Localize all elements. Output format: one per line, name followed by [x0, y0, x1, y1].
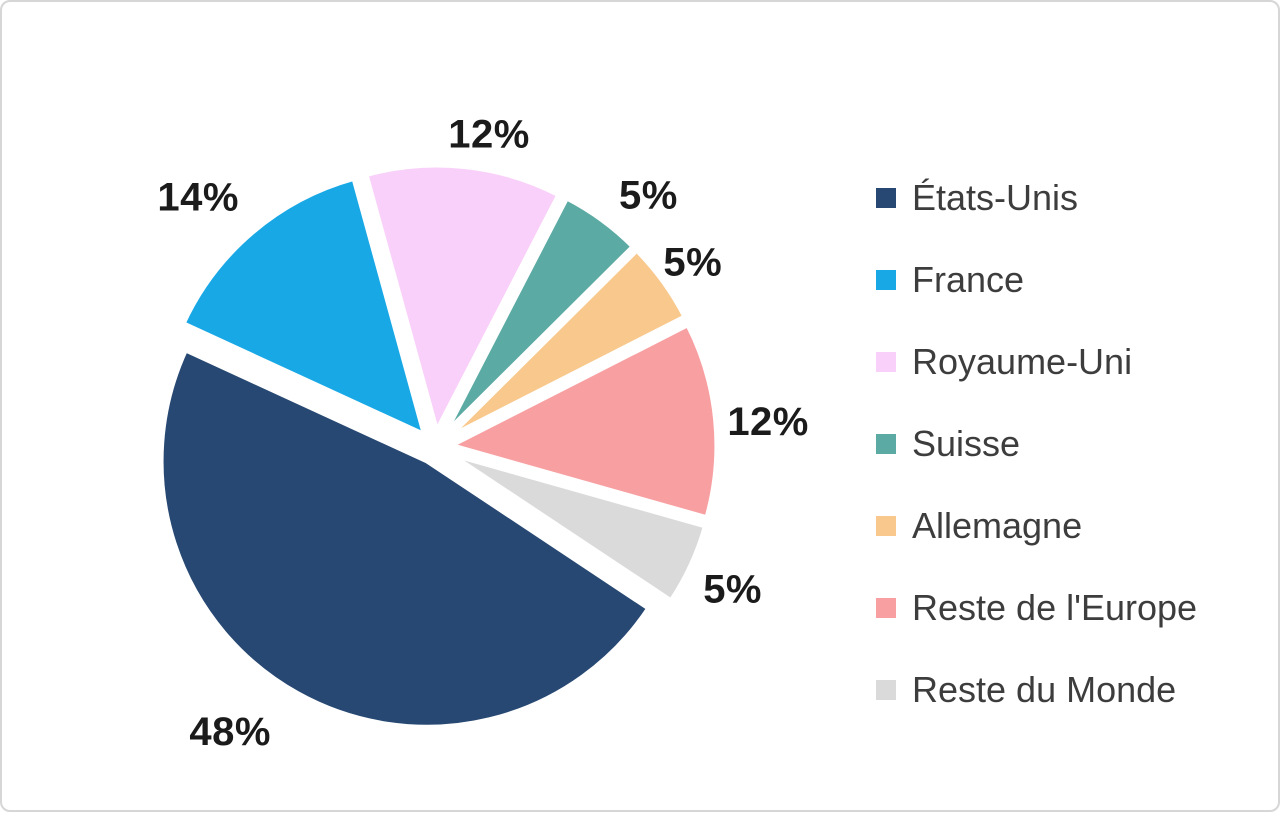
pie-chart: 48% 14% 12% 5% 5% 12% 5%	[157, 113, 809, 754]
legend-item-etats-unis: États-Unis	[876, 157, 1197, 239]
slice-percentage-label-royaume-uni: 12%	[448, 113, 530, 157]
legend-swatch-allemagne	[876, 516, 896, 536]
pie-slice-france	[180, 175, 428, 438]
chart-legend: États-Unis France Royaume-Uni Suisse Allemag…	[876, 157, 1197, 731]
legend-swatch-france	[876, 270, 896, 290]
legend-item-reste-europe: Reste de l'Europe	[876, 567, 1197, 649]
pie-slice-suisse	[442, 195, 636, 437]
legend-label-france: France	[912, 259, 1025, 300]
legend-item-allemagne: Allemagne	[876, 485, 1197, 567]
slice-percentage-label-france: 14%	[157, 176, 239, 220]
pie-slice-royaume-uni	[363, 162, 562, 434]
pie-slice-allemagne	[445, 247, 688, 441]
legend-swatch-royaume-uni	[876, 352, 896, 372]
legend-item-reste-monde: Reste du Monde	[876, 649, 1197, 731]
legend-label-reste-europe: Reste de l'Europe	[912, 587, 1198, 628]
legend-swatch-etats-unis	[876, 188, 896, 208]
legend-label-suisse: Suisse	[912, 423, 1021, 464]
legend-label-reste-monde: Reste du Monde	[912, 669, 1177, 710]
legend-label-royaume-uni: Royaume-Uni	[912, 341, 1133, 382]
slice-percentage-label-reste-europe: 12%	[727, 400, 809, 444]
slice-percentage-label-reste-monde: 5%	[703, 568, 762, 612]
legend-swatch-suisse	[876, 434, 896, 454]
slice-percentage-label-suisse: 5%	[619, 173, 678, 217]
legend-item-france: France	[876, 239, 1197, 321]
legend-swatch-reste-europe	[876, 598, 896, 618]
legend-label-etats-unis: États-Unis	[912, 177, 1079, 218]
slice-percentage-label-allemagne: 5%	[663, 241, 722, 285]
pie-slice-etats-unis	[158, 347, 652, 730]
legend-item-royaume-uni: Royaume-Uni	[876, 321, 1197, 403]
legend-swatch-reste-monde	[876, 680, 896, 700]
pie-slice-reste-europe	[448, 322, 720, 521]
slice-percentage-label-etats-unis: 48%	[189, 710, 271, 754]
legend-label-allemagne: Allemagne	[912, 505, 1083, 546]
pie-slice-reste-monde	[447, 451, 708, 604]
legend-item-suisse: Suisse	[876, 403, 1197, 485]
